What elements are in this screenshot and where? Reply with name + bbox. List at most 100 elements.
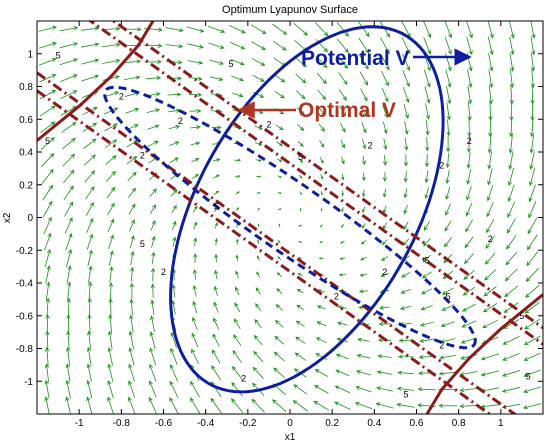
vector-arrow: [509, 102, 514, 121]
vector-arrow: [275, 319, 284, 328]
vector-arrow: [488, 53, 494, 72]
vector-arrow: [193, 253, 198, 263]
vector-arrow: [209, 76, 224, 82]
vector-arrow: [88, 281, 93, 301]
vector-arrow: [108, 234, 114, 250]
vector-arrow: [403, 103, 409, 119]
vector-arrow: [359, 54, 369, 70]
vector-arrow: [487, 168, 493, 186]
curve-optimal-v-line: [88, 21, 543, 346]
vector-arrow: [278, 223, 281, 228]
vector-arrow: [66, 265, 72, 284]
vector-arrow: [403, 171, 408, 183]
vector-arrow: [42, 200, 53, 218]
vector-arrow: [148, 396, 157, 414]
vector-arrow: [150, 267, 156, 282]
vector-arrow: [235, 238, 239, 245]
vector-arrow: [423, 37, 432, 55]
vector-arrow: [530, 85, 535, 105]
vector-arrow: [298, 224, 303, 227]
vector-arrow: [127, 396, 136, 414]
vector-arrow: [44, 363, 49, 383]
vector-arrow: [188, 92, 203, 97]
vector-arrow: [528, 184, 536, 203]
vector-arrow: [39, 58, 57, 66]
vector-arrow: [504, 285, 519, 298]
vector-arrow: [526, 234, 538, 251]
vector-arrow: [400, 289, 411, 294]
vector-arrow: [39, 105, 56, 117]
vector-arrow: [145, 75, 162, 81]
vector-arrow: [527, 217, 538, 235]
vector-arrow: [86, 233, 94, 250]
vector-arrow: [146, 108, 161, 113]
vector-arrow: [466, 21, 473, 39]
vector-arrow: [420, 305, 433, 311]
vector-arrow: [40, 137, 55, 151]
vector-arrow: [506, 234, 517, 250]
vector-arrow: [62, 169, 75, 184]
y-tick-label: -1: [24, 377, 33, 388]
vector-arrow: [273, 74, 286, 83]
vector-arrow: [424, 170, 429, 184]
vector-arrow: [444, 21, 453, 39]
vector-arrow: [508, 151, 514, 170]
x-tick-label: -1: [75, 418, 84, 429]
vector-arrow: [341, 156, 345, 165]
vector-arrow: [402, 70, 410, 88]
vector-arrow: [60, 74, 78, 82]
vector-arrow: [315, 337, 327, 344]
vector-arrow: [191, 173, 199, 179]
vector-arrow: [149, 331, 156, 349]
vector-arrow: [502, 336, 520, 345]
vector-arrow: [107, 218, 115, 233]
vector-arrow: [443, 237, 453, 248]
vector-arrow: [149, 347, 157, 366]
vector-arrow: [187, 60, 204, 65]
x-tick-label: -0.4: [197, 418, 215, 429]
vector-arrow: [467, 118, 472, 138]
vector-arrow: [276, 141, 284, 147]
vector-arrow: [43, 216, 52, 235]
vector-arrow: [80, 42, 100, 48]
vector-arrow: [425, 103, 430, 120]
vector-arrow: [214, 269, 219, 280]
vector-arrow: [381, 87, 389, 103]
vector-arrow: [486, 185, 494, 202]
vector-arrow: [108, 281, 114, 300]
vector-arrow: [213, 285, 218, 297]
vector-arrow: [509, 118, 514, 138]
vector-arrow: [231, 381, 244, 397]
vector-arrow: [44, 379, 50, 399]
contour-level-label: 2: [266, 119, 271, 129]
vector-arrow: [446, 85, 452, 105]
vector-arrow: [274, 91, 285, 99]
vector-arrow: [126, 155, 138, 165]
vector-arrow: [149, 188, 157, 198]
vector-arrow: [423, 21, 432, 39]
vector-arrow: [213, 174, 220, 179]
vector-arrow: [277, 192, 282, 194]
vector-arrow: [150, 283, 155, 299]
vector-arrow: [42, 184, 54, 201]
vector-arrow: [486, 202, 494, 218]
vector-arrow: [208, 42, 225, 49]
vector-arrow: [504, 268, 518, 282]
vector-arrow: [192, 205, 198, 213]
vector-arrow: [107, 396, 114, 414]
vector-arrow: [298, 241, 303, 243]
vector-arrow: [169, 380, 179, 398]
vector-arrow: [439, 355, 456, 360]
vector-arrow: [85, 186, 95, 200]
vector-arrow: [318, 257, 324, 260]
vector-arrow: [381, 239, 388, 246]
contour-level-label: 2: [161, 267, 166, 277]
vector-arrow: [87, 297, 92, 317]
vector-arrow: [360, 88, 368, 102]
vector-arrow: [257, 207, 261, 211]
vector-arrow: [528, 200, 537, 219]
vector-arrow: [461, 320, 477, 328]
annotations: Potential V Optimal V: [237, 47, 472, 122]
vector-arrow: [294, 56, 307, 68]
vector-arrow: [64, 217, 73, 234]
